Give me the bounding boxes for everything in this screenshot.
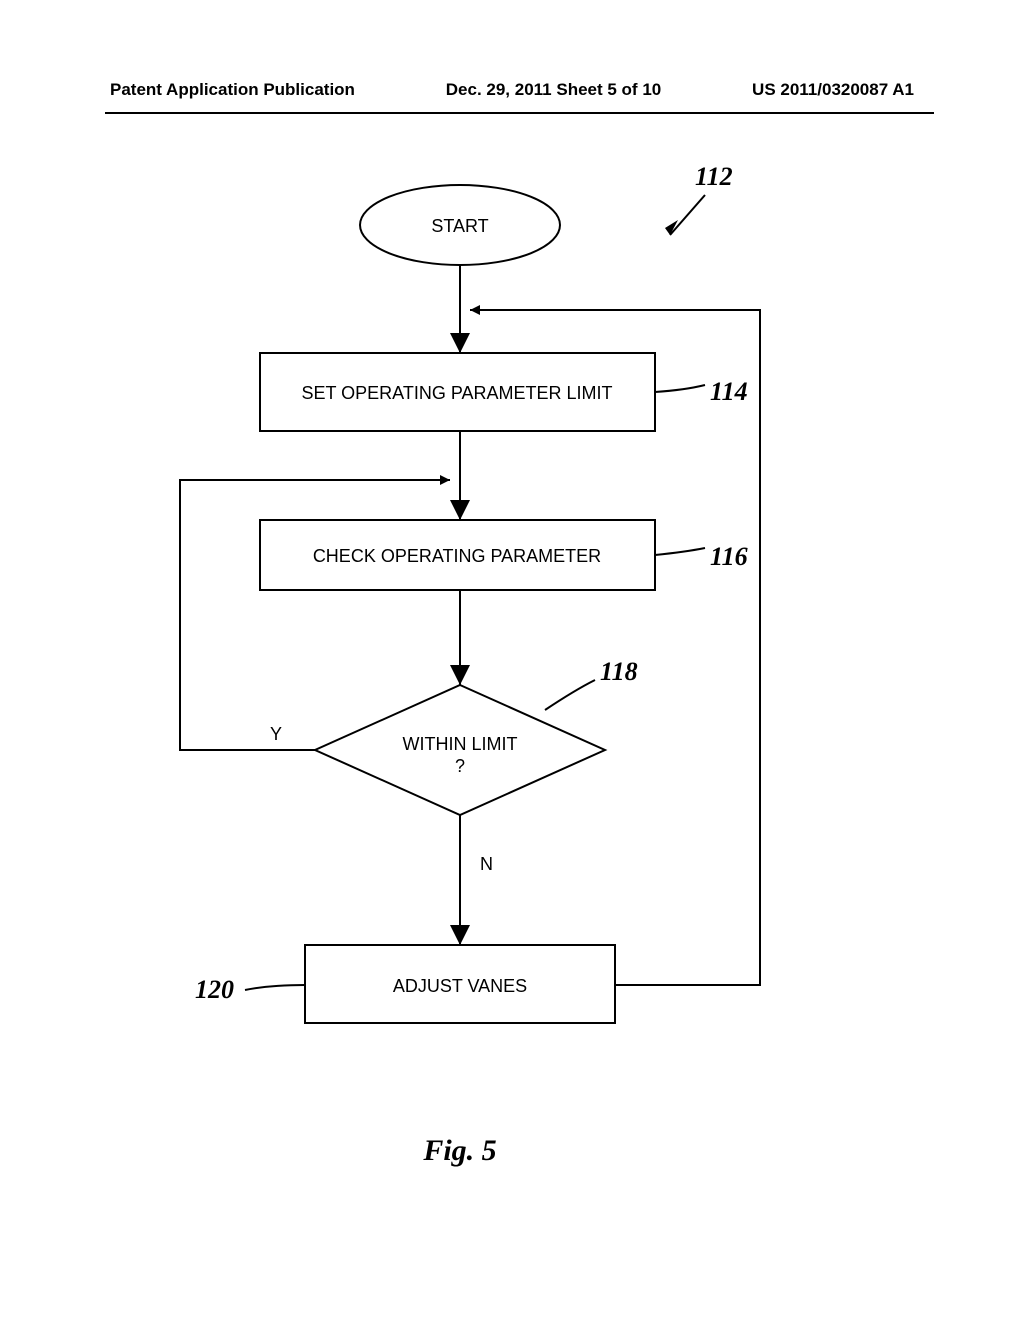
node-set-limit-label: SET OPERATING PARAMETER LIMIT (301, 383, 612, 403)
ref-main: 112 (695, 162, 733, 191)
decision-no-label: N (480, 854, 493, 874)
decision-yes-label: Y (270, 724, 282, 744)
header-right: US 2011/0320087 A1 (752, 80, 914, 100)
ref-118: 118 (600, 657, 638, 686)
ref-114: 114 (710, 377, 748, 406)
ref-120: 120 (195, 975, 234, 1004)
node-check-label: CHECK OPERATING PARAMETER (313, 546, 601, 566)
header-left: Patent Application Publication (110, 80, 355, 100)
header-center: Dec. 29, 2011 Sheet 5 of 10 (446, 80, 661, 100)
ref-116: 116 (710, 542, 748, 571)
figure-label: Fig. 5 (422, 1134, 496, 1167)
node-decision-label1: WITHIN LIMIT (403, 734, 518, 754)
flowchart-svg: 112 START SET OPERATING PARAMETER LIMIT … (0, 160, 1024, 1260)
node-decision-label2: ? (455, 756, 465, 776)
node-adjust-label: ADJUST VANES (393, 976, 527, 996)
node-start-label: START (431, 216, 488, 236)
header-rule (105, 112, 934, 114)
